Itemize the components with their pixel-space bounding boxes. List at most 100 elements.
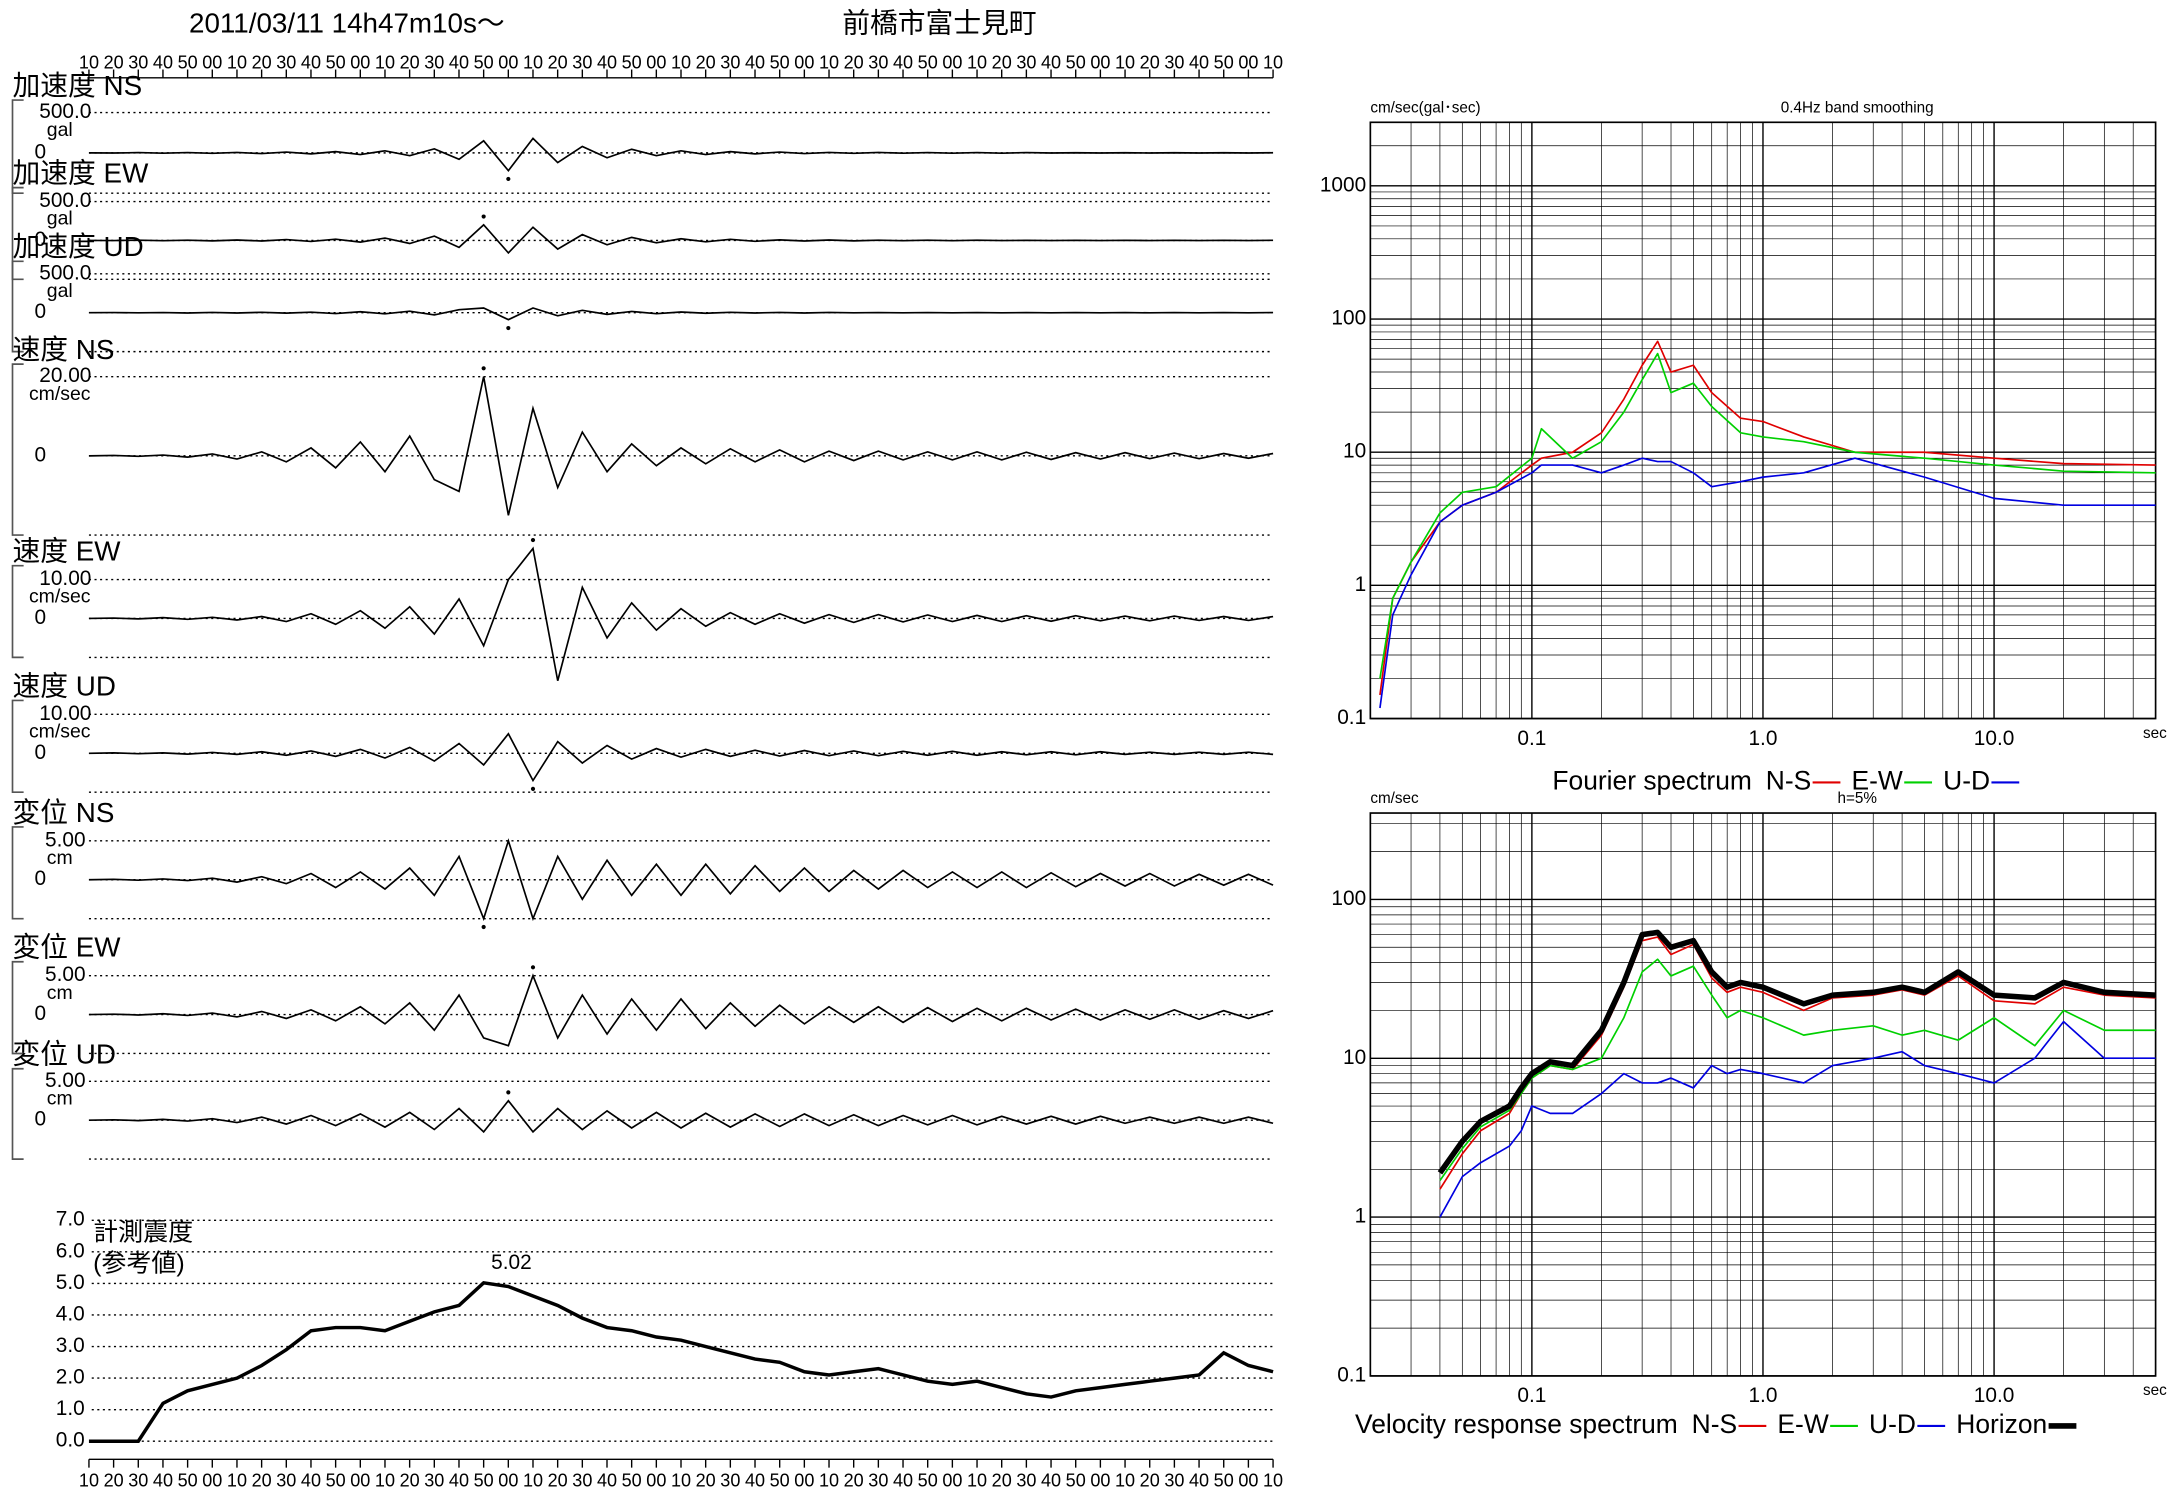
y-tick-label: 1: [1355, 573, 1367, 596]
x-tick-label: 00: [350, 1470, 370, 1490]
x-axis-label: sec: [2143, 1382, 2167, 1399]
x-tick-label: 40: [153, 53, 173, 73]
x-tick-label: 20: [548, 1470, 568, 1490]
x-tick-label: 20: [696, 1470, 716, 1490]
x-tick-label: 30: [276, 1470, 296, 1490]
legend-title: Fourier spectrum: [1552, 765, 1751, 795]
x-tick-label: 00: [350, 53, 370, 73]
spectrum-line: [1439, 1020, 2156, 1218]
y-tick-label: 10: [1343, 440, 1366, 463]
x-tick-label: 00: [1090, 1470, 1110, 1490]
panel-bracket: [11, 699, 24, 794]
y-tick-label: 500.0: [39, 189, 91, 212]
trace-name: 変位 UD: [13, 1039, 116, 1070]
x-tick-label: 50: [622, 53, 642, 73]
unit-label: cm/sec: [29, 383, 91, 405]
x-tick-label: 50: [1214, 1470, 1234, 1490]
x-tick-label: 00: [1238, 53, 1258, 73]
x-tick-label: 50: [918, 1470, 938, 1490]
y-axis-label: cm/sec: [1370, 790, 1419, 807]
x-tick-label: 00: [202, 53, 222, 73]
x-tick-label: 20: [1140, 53, 1160, 73]
x-tick-label: 10: [79, 53, 99, 73]
x-tick-label: 1.0: [1748, 727, 1777, 750]
spectrum-line: [1439, 958, 2156, 1181]
x-tick-label: 10: [967, 53, 987, 73]
x-tick-label: 40: [1189, 53, 1209, 73]
y-tick-label: 20.00: [39, 364, 91, 387]
waveform: [88, 223, 1274, 255]
x-tick-label: 50: [326, 53, 346, 73]
y-tick-label: 0.1: [1337, 1363, 1366, 1386]
x-tick-label: 30: [1164, 1470, 1184, 1490]
y-tick-label: 100: [1331, 887, 1366, 910]
trace-name: 速度 NS: [13, 334, 115, 365]
panel-bracket: [11, 564, 24, 659]
panel-bracket: [11, 1067, 24, 1160]
x-tick-label: 20: [844, 1470, 864, 1490]
unit-label: cm/sec: [29, 721, 91, 743]
waveform: [88, 838, 1274, 922]
x-tick-label: 50: [178, 53, 198, 73]
peak-annotation: 5.02: [491, 1251, 532, 1274]
x-tick-label: 30: [572, 53, 592, 73]
x-tick-label: 30: [572, 1470, 592, 1490]
x-tick-label: 10: [227, 1470, 247, 1490]
peak-dot: [530, 786, 536, 791]
x-tick-label: 20: [400, 53, 420, 73]
x-tick-label: 50: [770, 53, 790, 73]
unit-label: gal: [47, 119, 73, 141]
x-tick-label: 30: [128, 1470, 148, 1490]
x-tick-label: 00: [942, 53, 962, 73]
x-tick-label: 40: [597, 53, 617, 73]
x-tick-label: 10: [79, 1470, 99, 1490]
x-tick-label: 10: [1263, 1470, 1283, 1490]
x-tick-label: 10.0: [1974, 727, 2015, 750]
x-tick-label: 10: [1115, 1470, 1135, 1490]
peak-dot: [506, 176, 511, 182]
x-tick-label: 50: [1066, 53, 1086, 73]
x-tick-label: 20: [696, 53, 716, 73]
peak-dot: [530, 537, 536, 543]
legend-label: E-W: [1852, 765, 1903, 795]
x-tick-label: 00: [646, 1470, 666, 1490]
waveform: [88, 137, 1274, 173]
panel-bracket: [11, 363, 24, 536]
panel-bracket: [11, 826, 24, 920]
panel-bracket: [11, 186, 24, 281]
y-tick-label: 7.0: [56, 1208, 85, 1231]
y-tick-label: 0: [35, 1002, 47, 1025]
peak-dot: [506, 1090, 511, 1095]
peak-dot: [481, 366, 486, 371]
legend-label: E-W: [1777, 1409, 1828, 1439]
plot-title: h=5%: [1837, 790, 1877, 807]
x-tick-label: 1.0: [1748, 1384, 1777, 1407]
x-tick-label: 30: [1016, 1470, 1036, 1490]
x-tick-label: 20: [992, 53, 1012, 73]
x-tick-label: 30: [276, 53, 296, 73]
x-tick-label: 10: [819, 1470, 839, 1490]
waveform: [88, 1099, 1274, 1134]
x-tick-label: 50: [1214, 53, 1234, 73]
unit-label: gal: [47, 280, 73, 302]
x-tick-label: 20: [252, 1470, 272, 1490]
trace-name: 変位 NS: [13, 797, 115, 828]
x-tick-label: 50: [1066, 1470, 1086, 1490]
x-tick-label: 40: [153, 1470, 173, 1490]
x-tick-label: 40: [449, 1470, 469, 1490]
y-tick-label: 2.0: [56, 1366, 85, 1389]
peak-dot: [481, 214, 486, 219]
x-tick-label: 40: [1041, 53, 1061, 73]
y-tick-label: 4.0: [56, 1302, 85, 1325]
unit-label: cm: [47, 847, 73, 869]
x-tick-label: 50: [178, 1470, 198, 1490]
intensity-title: 計測震度: [93, 1219, 193, 1247]
x-tick-label: 10: [819, 53, 839, 73]
x-tick-label: 10: [523, 53, 543, 73]
y-tick-label: 0: [35, 741, 47, 764]
x-tick-label: 10: [523, 1470, 543, 1490]
legend-label: N-S: [1692, 1409, 1737, 1439]
x-tick-label: 00: [202, 1470, 222, 1490]
x-tick-label: 20: [992, 1470, 1012, 1490]
y-tick-label: 0: [35, 300, 47, 323]
